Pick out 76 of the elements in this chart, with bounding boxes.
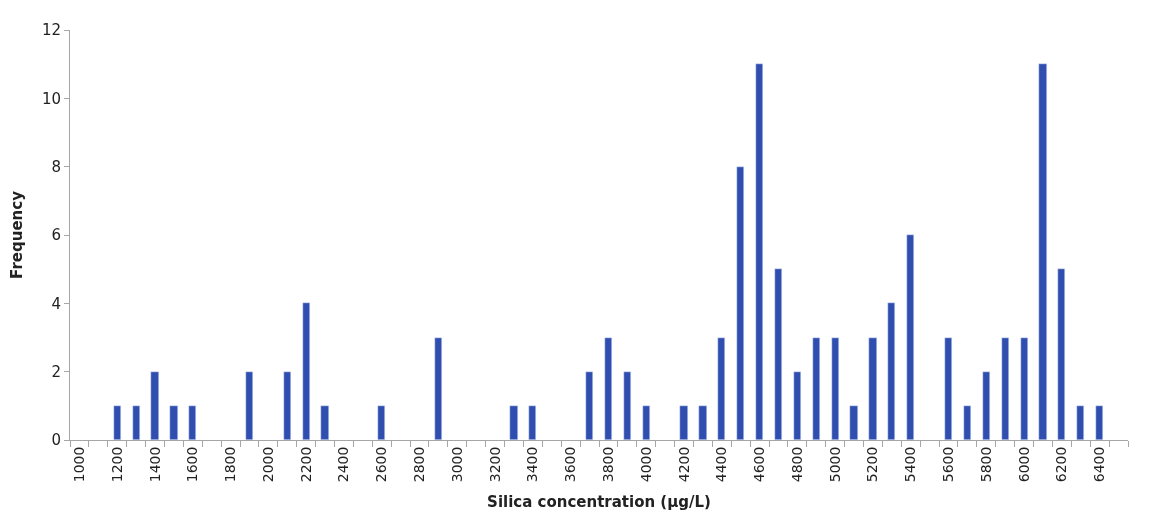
x-tick-label: 6000 [1015, 446, 1032, 483]
bar [585, 371, 593, 440]
y-tick-label: 0 [51, 431, 61, 450]
x-tick-label: 5200 [864, 446, 881, 483]
x-tick-label: 3400 [524, 446, 541, 483]
x-tick-label: 1400 [146, 446, 163, 483]
bar [642, 405, 650, 440]
bar [434, 337, 442, 440]
bar [528, 405, 536, 440]
x-tick-label: 1600 [184, 446, 201, 483]
bar [887, 302, 895, 440]
y-tick-label: 12 [41, 21, 61, 40]
bar [188, 405, 196, 440]
bar [1020, 337, 1028, 440]
x-tick-label: 3000 [448, 446, 465, 483]
x-tick-label: 4400 [713, 446, 730, 483]
y-tick-label: 4 [51, 294, 61, 313]
x-tick-label: 2600 [373, 446, 390, 483]
x-tick-label: 3600 [562, 446, 579, 483]
x-tick-label: 4600 [751, 446, 768, 483]
bar [1076, 405, 1084, 440]
x-tick-label: 3200 [486, 446, 503, 483]
bar [113, 405, 121, 440]
y-tick-label: 2 [51, 362, 61, 381]
bar [1095, 405, 1103, 440]
x-tick-label: 5800 [977, 446, 994, 483]
x-tick-label: 3800 [600, 446, 616, 483]
bar [812, 337, 820, 440]
x-tick-label: 4800 [788, 446, 805, 483]
bar [320, 405, 329, 440]
x-tick-label: 4200 [675, 446, 692, 483]
bar [793, 371, 801, 440]
bar [245, 371, 253, 440]
bar [1038, 63, 1047, 440]
bar [302, 302, 310, 440]
bar [774, 268, 782, 440]
x-tick-label: 5600 [940, 446, 957, 483]
x-tick-label: 6200 [1053, 446, 1070, 483]
bar [736, 166, 744, 440]
bar [849, 405, 858, 440]
x-tick-label: 2000 [259, 446, 276, 483]
x-tick-label: 2400 [335, 446, 352, 483]
bar [944, 337, 952, 440]
bar [831, 337, 839, 440]
x-tick-label: 1200 [108, 446, 125, 483]
bar [1057, 268, 1065, 440]
bar [1001, 337, 1009, 440]
bar [906, 234, 914, 440]
bar [679, 405, 688, 440]
x-tick-label: 2200 [297, 446, 314, 483]
x-tick-label: 6400 [1091, 446, 1108, 483]
bar [377, 405, 385, 440]
bar [868, 337, 877, 440]
bar [604, 337, 612, 440]
bar [509, 405, 518, 440]
bar [132, 405, 140, 440]
x-tick-label: 5000 [826, 446, 843, 483]
bar [150, 371, 159, 440]
y-axis-title: Frequency [8, 190, 27, 279]
bar [623, 371, 631, 440]
bar [982, 371, 990, 440]
x-axis-title: Silica concentration (µg/L) [487, 493, 711, 512]
bar [755, 63, 763, 440]
bar [169, 405, 178, 440]
x-tick-label: 4000 [637, 446, 654, 483]
x-tick-label: 1800 [222, 446, 239, 483]
bar [717, 337, 725, 440]
bar [698, 405, 707, 440]
x-tick-label: 2800 [411, 446, 428, 483]
x-tick-label: 1000 [71, 446, 87, 483]
y-tick-label: 6 [51, 226, 61, 245]
bar [283, 371, 291, 440]
bar [963, 405, 971, 440]
y-tick-label: 8 [51, 157, 61, 176]
x-tick-label: 5400 [902, 446, 919, 483]
y-tick-label: 10 [41, 89, 61, 108]
